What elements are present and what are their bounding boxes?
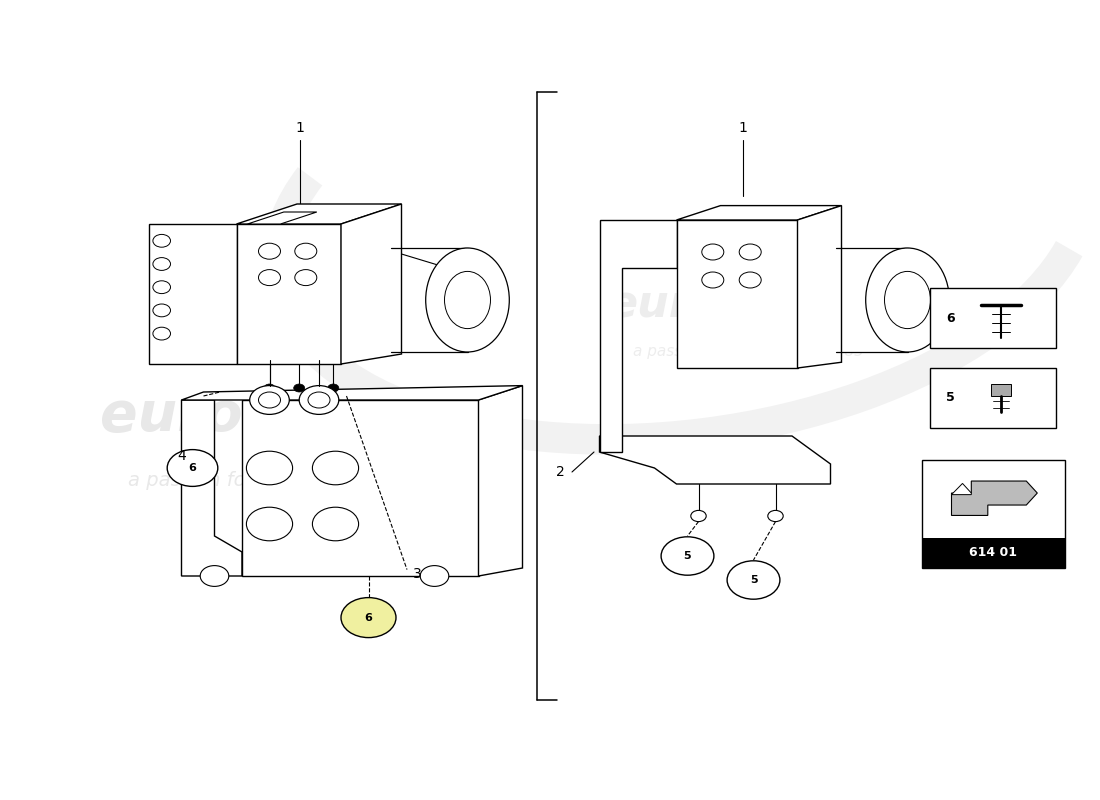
Ellipse shape xyxy=(349,248,432,352)
Text: 6: 6 xyxy=(946,311,955,325)
Polygon shape xyxy=(341,204,402,364)
Circle shape xyxy=(702,272,724,288)
Polygon shape xyxy=(236,204,402,224)
Ellipse shape xyxy=(308,392,330,408)
Polygon shape xyxy=(600,220,676,452)
Circle shape xyxy=(328,384,339,392)
Polygon shape xyxy=(952,483,971,494)
Bar xyxy=(922,538,1065,568)
Circle shape xyxy=(420,566,449,586)
Circle shape xyxy=(264,384,275,392)
Text: 1: 1 xyxy=(296,121,305,135)
Bar xyxy=(390,248,468,352)
Text: eurospares: eurospares xyxy=(100,389,450,443)
Circle shape xyxy=(153,327,170,340)
Bar xyxy=(922,460,1065,568)
Polygon shape xyxy=(676,206,842,220)
Ellipse shape xyxy=(884,271,931,329)
Circle shape xyxy=(739,272,761,288)
Ellipse shape xyxy=(250,386,289,414)
Circle shape xyxy=(702,244,724,260)
Circle shape xyxy=(246,507,293,541)
Text: 5: 5 xyxy=(684,551,691,561)
Polygon shape xyxy=(600,436,830,484)
Polygon shape xyxy=(148,224,236,364)
Circle shape xyxy=(258,243,280,259)
Circle shape xyxy=(153,304,170,317)
Circle shape xyxy=(294,384,305,392)
Circle shape xyxy=(691,510,706,522)
Circle shape xyxy=(167,450,218,486)
Polygon shape xyxy=(236,224,341,364)
Ellipse shape xyxy=(794,248,878,352)
Text: eurospares: eurospares xyxy=(607,282,889,326)
Circle shape xyxy=(661,537,714,575)
Circle shape xyxy=(739,244,761,260)
Circle shape xyxy=(312,507,359,541)
Circle shape xyxy=(727,561,780,599)
Text: 2: 2 xyxy=(556,465,564,479)
Circle shape xyxy=(153,234,170,247)
Text: 5: 5 xyxy=(750,575,757,585)
Circle shape xyxy=(153,258,170,270)
Polygon shape xyxy=(676,220,798,368)
Circle shape xyxy=(153,281,170,294)
Circle shape xyxy=(341,598,396,638)
Text: 614 01: 614 01 xyxy=(969,546,1018,559)
Ellipse shape xyxy=(866,248,949,352)
Circle shape xyxy=(295,270,317,286)
Circle shape xyxy=(312,451,359,485)
Text: 6: 6 xyxy=(188,463,197,473)
Circle shape xyxy=(246,451,293,485)
Circle shape xyxy=(200,566,229,586)
Circle shape xyxy=(258,270,280,286)
Bar xyxy=(991,384,1011,395)
Bar xyxy=(930,368,1056,428)
Text: a passion for parts since 1985: a passion for parts since 1985 xyxy=(128,470,422,490)
Polygon shape xyxy=(952,481,1037,515)
Polygon shape xyxy=(248,212,317,224)
Ellipse shape xyxy=(426,248,509,352)
Text: 6: 6 xyxy=(364,613,373,622)
Text: 3: 3 xyxy=(412,566,421,581)
Text: 1: 1 xyxy=(738,121,747,135)
Ellipse shape xyxy=(299,386,339,414)
Polygon shape xyxy=(478,386,522,576)
Text: 5: 5 xyxy=(946,391,955,405)
Text: 4: 4 xyxy=(177,449,186,463)
Polygon shape xyxy=(798,206,842,368)
Circle shape xyxy=(295,243,317,259)
Text: a passion for parts since 1985: a passion for parts since 1985 xyxy=(632,345,864,359)
Polygon shape xyxy=(242,400,478,576)
Polygon shape xyxy=(182,386,522,400)
Circle shape xyxy=(768,510,783,522)
Polygon shape xyxy=(182,400,242,576)
Bar xyxy=(836,248,908,352)
Ellipse shape xyxy=(258,392,280,408)
Bar xyxy=(930,288,1056,348)
Ellipse shape xyxy=(444,271,491,329)
